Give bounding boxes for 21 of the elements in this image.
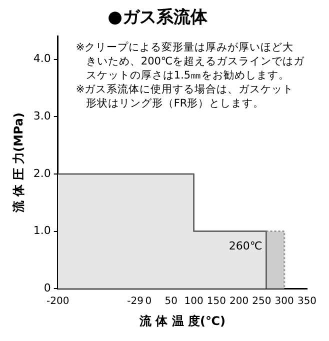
y-tick-label: 4.0 xyxy=(33,52,51,66)
x-axis-title: 流 体 温 度(℃) xyxy=(138,314,226,328)
x-tick-label: -200 xyxy=(46,296,70,308)
x-tick-label: 300 xyxy=(274,296,294,308)
x-tick-label: 100 xyxy=(184,296,204,308)
x-tick-label: 250 xyxy=(252,296,272,308)
chart-title: ●ガス系流体 xyxy=(108,8,208,28)
x-tick-label: 150 xyxy=(206,296,226,308)
x-tick-label: 200 xyxy=(230,296,249,308)
y-tick-label: 1.0 xyxy=(33,224,51,238)
y-tick-label: 2.0 xyxy=(33,166,51,180)
x-tick-label: -29 xyxy=(127,296,144,308)
y-tick-label: 3.0 xyxy=(33,110,51,123)
annotation: ※ガス系流体に使用する場合は、ガスケット形状はリング形（FR形）とします。 xyxy=(76,82,294,110)
x-tick-label: 50 xyxy=(164,296,178,308)
y-axis-title: 流 体 圧 力(MPa) xyxy=(11,112,26,214)
annotation: ※クリープによる変形量は厚みが厚いほど大きいため、200℃を超えるガスラインではガスケットの厚さは1.5㎜をお勧めします。 xyxy=(76,40,306,82)
annotation: 260℃ xyxy=(228,239,262,252)
x-tick-label: 350 xyxy=(297,296,317,308)
y-tick-label: 0 xyxy=(44,281,51,294)
x-tick-label: 0 xyxy=(145,296,152,308)
